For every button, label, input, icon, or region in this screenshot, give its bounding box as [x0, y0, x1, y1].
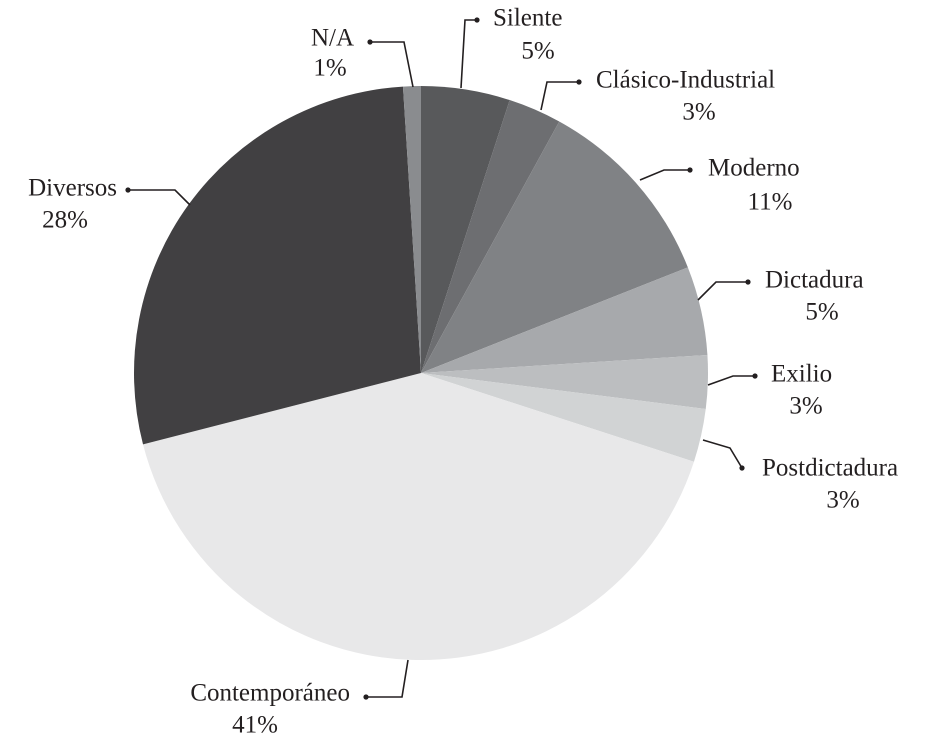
leader-line: [707, 375, 755, 386]
leader-line: [697, 281, 748, 301]
leader-dot: [125, 187, 131, 193]
slice-value-label: 5%: [521, 38, 554, 65]
leader-line: [366, 659, 409, 698]
slice-value-label: 41%: [232, 712, 278, 739]
slice-value-label: 3%: [682, 99, 715, 126]
leader-dot: [367, 39, 373, 45]
leader-dot: [576, 79, 582, 85]
leader-line: [639, 169, 690, 181]
pie-slice: [143, 373, 694, 661]
slice-label: Silente: [493, 5, 562, 32]
slice-label: Postdictadura: [762, 455, 898, 482]
leader-dot: [363, 694, 369, 700]
slice-label: N/A: [311, 25, 354, 52]
slice-label: Moderno: [708, 155, 800, 182]
leader-dot: [739, 465, 745, 471]
leader-line: [702, 439, 743, 469]
leader-dot: [687, 167, 693, 173]
slice-label: Clásico-Industrial: [596, 67, 775, 94]
slice-value-label: 28%: [42, 207, 88, 234]
slice-value-label: 11%: [748, 189, 793, 216]
pie-slice: [421, 354, 708, 409]
leader-dot: [752, 373, 758, 379]
leader-line: [128, 189, 191, 206]
pie-slice: [402, 86, 421, 373]
pie-slice: [133, 86, 421, 445]
pie-slice: [421, 373, 706, 462]
slice-label: Dictadura: [765, 267, 864, 294]
pie-slice: [421, 267, 708, 373]
leader-line: [540, 81, 579, 111]
slice-label: Exilio: [771, 361, 832, 388]
slice-value-label: 1%: [313, 55, 346, 82]
pie-slice: [421, 86, 510, 373]
pie-slice: [421, 121, 688, 373]
leader-line: [460, 19, 477, 89]
leader-line: [370, 41, 414, 88]
leader-dot: [745, 279, 751, 285]
slice-label: Diversos: [28, 175, 117, 202]
slice-value-label: 5%: [805, 299, 838, 326]
slice-label: Contemporáneo: [190, 680, 350, 707]
slice-value-label: 3%: [789, 393, 822, 420]
slice-value-label: 3%: [826, 487, 859, 514]
leader-dot: [474, 17, 480, 23]
pie-slice: [421, 100, 560, 373]
